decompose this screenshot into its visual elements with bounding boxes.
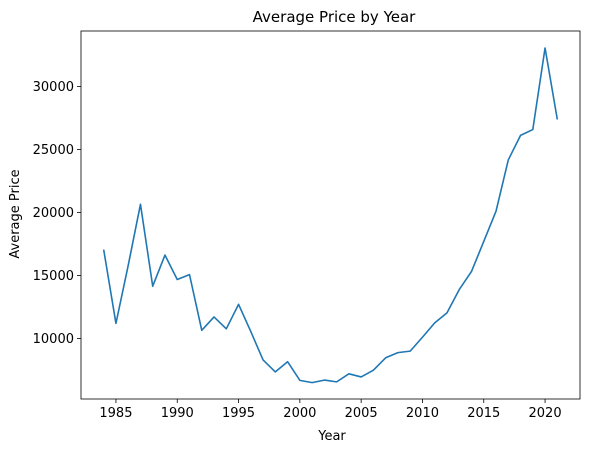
plot-area (80, 30, 581, 400)
data-point (434, 322, 436, 324)
data-point (458, 288, 460, 290)
data-point (532, 128, 534, 130)
series-line-0 (102, 47, 559, 384)
data-point (323, 379, 325, 381)
x-tick-label: 1990 (161, 406, 194, 421)
x-axis-ticks: 1985 1990 1995 2000 2005 2010 2015 2020 (99, 399, 562, 421)
y-tick-label: 15000 (33, 269, 74, 284)
data-point (164, 254, 166, 256)
data-point (348, 373, 350, 375)
data-point (483, 240, 485, 242)
data-point (102, 248, 104, 250)
y-tick-label: 20000 (33, 206, 74, 221)
data-point (213, 316, 215, 318)
data-point (225, 328, 227, 330)
x-tick-label: 2005 (345, 406, 378, 421)
data-point (384, 357, 386, 359)
data-point (127, 264, 129, 266)
data-point (360, 376, 362, 378)
data-point (372, 369, 374, 371)
y-axis-title: Average Price (8, 169, 23, 258)
x-tick-label: 2000 (283, 406, 316, 421)
data-point (188, 273, 190, 275)
data-point (311, 381, 313, 383)
data-point (507, 159, 509, 161)
data-point (470, 270, 472, 272)
y-tick-label: 25000 (33, 143, 74, 158)
x-axis-title: Year (317, 429, 346, 444)
x-tick-label: 2010 (406, 406, 439, 421)
data-point (519, 134, 521, 136)
x-tick-label: 2020 (529, 406, 562, 421)
data-point (250, 330, 252, 332)
data-point (262, 359, 264, 361)
data-point (201, 329, 203, 331)
data-point (115, 322, 117, 324)
plot-frame (80, 30, 581, 400)
data-point (176, 278, 178, 280)
data-point (299, 379, 301, 381)
data-point (446, 312, 448, 314)
y-tick-label: 30000 (33, 80, 74, 95)
data-point (556, 118, 558, 120)
data-point (286, 361, 288, 363)
data-point (421, 336, 423, 338)
data-point (139, 203, 141, 205)
data-point (335, 381, 337, 383)
data-point (495, 210, 497, 212)
x-tick-label: 1995 (222, 406, 255, 421)
data-point (274, 371, 276, 373)
data-point (152, 285, 154, 287)
data-point (409, 350, 411, 352)
x-tick-label: 2015 (467, 406, 500, 421)
x-tick-label: 1985 (99, 406, 132, 421)
y-axis-ticks: 10000 15000 20000 25000 30000 (33, 80, 81, 347)
data-point (544, 47, 546, 49)
data-point (397, 351, 399, 353)
chart-title: Average Price by Year (253, 8, 416, 26)
data-point (237, 303, 239, 305)
y-tick-label: 10000 (33, 332, 74, 347)
